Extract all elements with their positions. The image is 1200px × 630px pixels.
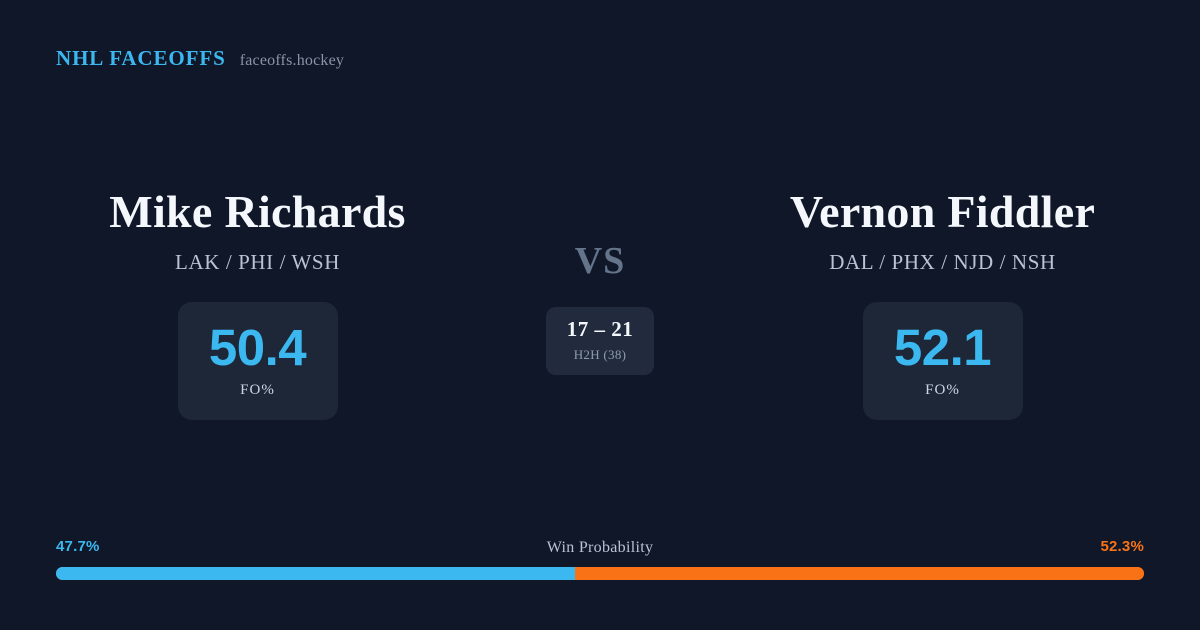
- player-right-name: Vernon Fiddler: [789, 186, 1096, 237]
- brand-domain: faceoffs.hockey: [239, 52, 345, 69]
- win-probability-left-value: 47.7%: [56, 538, 100, 555]
- brand-title: NHL FACEOFFS: [56, 46, 226, 70]
- vs-label: VS: [574, 240, 626, 282]
- win-probability-bar-right-segment: [574, 567, 1144, 580]
- player-right-stat-label: FO%: [925, 382, 960, 399]
- win-probability-right-value: 52.3%: [1100, 538, 1144, 555]
- versus-block: VS 17 – 21 H2H (38): [493, 186, 708, 375]
- player-left-stat-card: 50.4 FO%: [177, 301, 338, 420]
- player-left-name: Mike Richards: [109, 186, 406, 237]
- player-left: Mike Richards LAK / PHI / WSH 50.4 FO%: [23, 186, 493, 420]
- head-to-head-record: 17 – 21: [566, 317, 634, 341]
- player-right-teams: DAL / PHX / NJD / NSH: [829, 249, 1056, 274]
- header: NHL FACEOFFS faceoffs.hockey: [56, 46, 344, 71]
- win-probability-section: 47.7% Win Probability 52.3%: [56, 538, 1144, 580]
- win-probability-labels: 47.7% Win Probability 52.3%: [56, 538, 1144, 558]
- player-right: Vernon Fiddler DAL / PHX / NJD / NSH 52.…: [708, 186, 1178, 420]
- player-right-stat-value: 52.1: [893, 319, 992, 377]
- win-probability-title: Win Probability: [546, 539, 654, 556]
- matchup-row: Mike Richards LAK / PHI / WSH 50.4 FO% V…: [0, 186, 1200, 420]
- head-to-head-label: H2H (38): [573, 347, 627, 362]
- player-left-stat-label: FO%: [240, 382, 275, 399]
- player-left-stat-value: 50.4: [208, 319, 307, 377]
- win-probability-bar: [56, 567, 1144, 580]
- win-probability-bar-left-segment: [56, 567, 575, 580]
- player-right-stat-card: 52.1 FO%: [862, 301, 1023, 420]
- player-left-teams: LAK / PHI / WSH: [175, 249, 340, 274]
- head-to-head-box: 17 – 21 H2H (38): [546, 307, 654, 375]
